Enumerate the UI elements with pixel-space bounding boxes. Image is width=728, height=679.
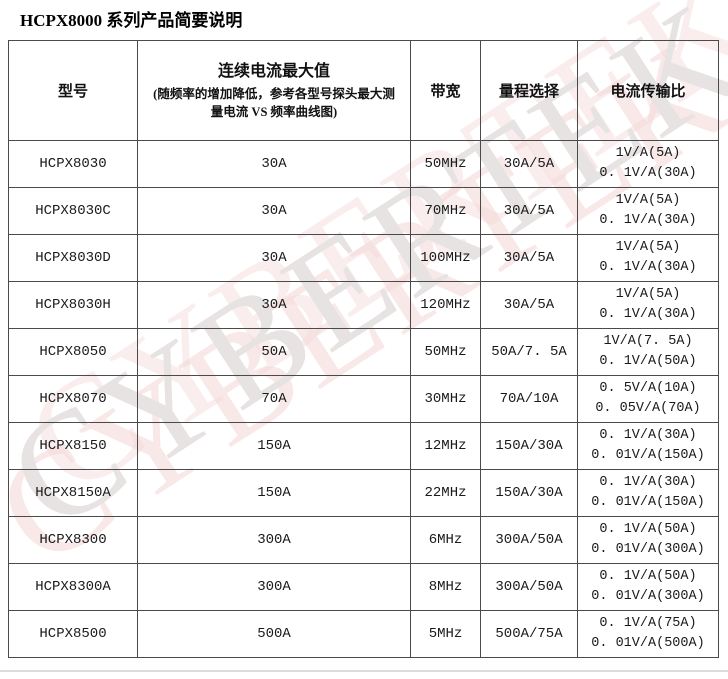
table-row: HCPX8030C 30A 70MHz 30A/5A 1V/A(5A) 0. 1V/A(… [8, 187, 719, 235]
cell-max-current: 30A [137, 140, 411, 188]
cell-range: 300A/50A [480, 516, 578, 564]
table-row: HCPX8300 300A 6MHz 300A/50A 0. 1V/A(50A) 0. … [8, 516, 719, 564]
cell-ratio: 1V/A(7. 5A) 0. 1V/A(50A) [577, 328, 719, 376]
cell-ratio: 0. 1V/A(30A) 0. 01V/A(150A) [577, 422, 719, 470]
cell-max-current: 150A [137, 469, 411, 517]
col-header-max-current: 连续电流最大值 (随频率的增加降低，参考各型号探头最大测量电流 VS 频率曲线图… [137, 40, 411, 141]
cell-bandwidth: 5MHz [410, 610, 481, 658]
cell-bandwidth: 30MHz [410, 375, 481, 423]
table-row: HCPX8150 150A 12MHz 150A/30A 0. 1V/A(30A) 0.… [8, 422, 719, 470]
cell-bandwidth: 12MHz [410, 422, 481, 470]
cell-ratio: 0. 1V/A(75A) 0. 01V/A(500A) [577, 610, 719, 658]
cell-model: HCPX8030H [8, 281, 138, 329]
header-row: 型号 连续电流最大值 (随频率的增加降低，参考各型号探头最大测量电流 VS 频率… [8, 40, 719, 141]
spec-table: 型号 连续电流最大值 (随频率的增加降低，参考各型号探头最大测量电流 VS 频率… [8, 40, 719, 658]
cell-range: 500A/75A [480, 610, 578, 658]
table-row: HCPX8500 500A 5MHz 500A/75A 0. 1V/A(75A) 0. … [8, 610, 719, 658]
page-edge-line [0, 670, 728, 672]
col-header-range: 量程选择 [480, 40, 578, 141]
cell-ratio: 0. 5V/A(10A) 0. 05V/A(70A) [577, 375, 719, 423]
table-row: HCPX8070 70A 30MHz 70A/10A 0. 5V/A(10A) 0. 0… [8, 375, 719, 423]
table-row: HCPX8050 50A 50MHz 50A/7. 5A 1V/A(7. 5A) 0. … [8, 328, 719, 376]
cell-max-current: 30A [137, 187, 411, 235]
cell-model: HCPX8070 [8, 375, 138, 423]
cell-range: 150A/30A [480, 469, 578, 517]
cell-model: HCPX8050 [8, 328, 138, 376]
cell-max-current: 500A [137, 610, 411, 658]
cell-model: HCPX8500 [8, 610, 138, 658]
table-row: HCPX8300A 300A 8MHz 300A/50A 0. 1V/A(50A) 0.… [8, 563, 719, 611]
table-row: HCPX8030H 30A 120MHz 30A/5A 1V/A(5A) 0. 1V/A… [8, 281, 719, 329]
cell-ratio: 1V/A(5A) 0. 1V/A(30A) [577, 234, 719, 282]
cell-bandwidth: 50MHz [410, 328, 481, 376]
cell-max-current: 50A [137, 328, 411, 376]
table-row: HCPX8030 30A 50MHz 30A/5A 1V/A(5A) 0. 1V/A(3… [8, 140, 719, 188]
cell-range: 70A/10A [480, 375, 578, 423]
cell-max-current: 70A [137, 375, 411, 423]
cell-bandwidth: 6MHz [410, 516, 481, 564]
cell-bandwidth: 22MHz [410, 469, 481, 517]
cell-range: 300A/50A [480, 563, 578, 611]
cell-ratio: 0. 1V/A(50A) 0. 01V/A(300A) [577, 563, 719, 611]
cell-model: HCPX8300A [8, 563, 138, 611]
cell-ratio: 0. 1V/A(50A) 0. 01V/A(300A) [577, 516, 719, 564]
cell-bandwidth: 70MHz [410, 187, 481, 235]
cell-model: HCPX8030C [8, 187, 138, 235]
max-current-note: (随频率的增加降低，参考各型号探头最大测量电流 VS 频率曲线图) [153, 86, 395, 119]
cell-ratio: 1V/A(5A) 0. 1V/A(30A) [577, 140, 719, 188]
cell-max-current: 150A [137, 422, 411, 470]
cell-bandwidth: 50MHz [410, 140, 481, 188]
table-row: HCPX8030D 30A 100MHz 30A/5A 1V/A(5A) 0. 1V/A… [8, 234, 719, 282]
table-body: HCPX8030 30A 50MHz 30A/5A 1V/A(5A) 0. 1V/A(3… [8, 140, 719, 658]
cell-max-current: 30A [137, 281, 411, 329]
cell-bandwidth: 120MHz [410, 281, 481, 329]
cell-model: HCPX8300 [8, 516, 138, 564]
col-header-model: 型号 [8, 40, 138, 141]
cell-range: 150A/30A [480, 422, 578, 470]
cell-ratio: 1V/A(5A) 0. 1V/A(30A) [577, 281, 719, 329]
cell-max-current: 30A [137, 234, 411, 282]
cell-model: HCPX8150 [8, 422, 138, 470]
page-title: HCPX8000 系列产品简要说明 [20, 11, 243, 30]
cell-bandwidth: 8MHz [410, 563, 481, 611]
cell-max-current: 300A [137, 563, 411, 611]
col-header-bandwidth: 带宽 [410, 40, 481, 141]
table-row: HCPX8150A 150A 22MHz 150A/30A 0. 1V/A(30A) 0… [8, 469, 719, 517]
cell-model: HCPX8150A [8, 469, 138, 517]
max-current-title: 连续电流最大值 [217, 62, 330, 80]
cell-range: 30A/5A [480, 140, 578, 188]
cell-model: HCPX8030D [8, 234, 138, 282]
cell-max-current: 300A [137, 516, 411, 564]
cell-range: 30A/5A [480, 281, 578, 329]
cell-range: 30A/5A [480, 187, 578, 235]
cell-model: HCPX8030 [8, 140, 138, 188]
cell-range: 50A/7. 5A [480, 328, 578, 376]
cell-ratio: 0. 1V/A(30A) 0. 01V/A(150A) [577, 469, 719, 517]
cell-range: 30A/5A [480, 234, 578, 282]
cell-bandwidth: 100MHz [410, 234, 481, 282]
cell-ratio: 1V/A(5A) 0. 1V/A(30A) [577, 187, 719, 235]
col-header-transfer-ratio: 电流传输比 [577, 40, 719, 141]
